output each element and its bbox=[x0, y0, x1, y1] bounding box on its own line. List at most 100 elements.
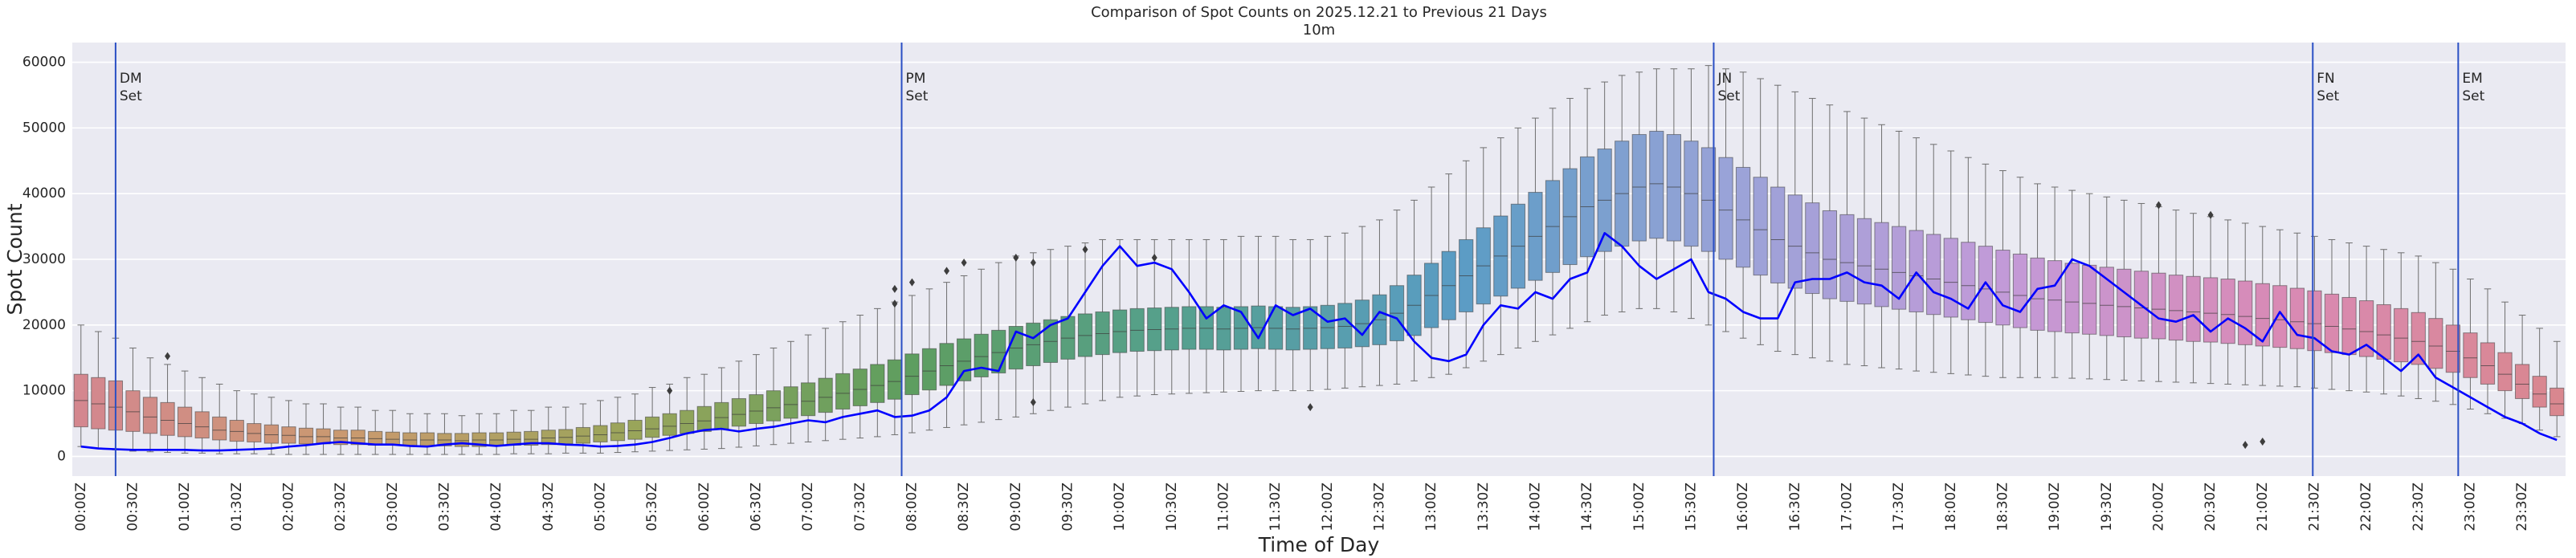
chart-subtitle: 10m bbox=[1303, 22, 1335, 39]
box bbox=[1978, 246, 1994, 324]
x-tick-label: 00:00Z bbox=[73, 483, 89, 532]
box bbox=[1735, 166, 1751, 268]
x-tick-label: 03:00Z bbox=[385, 483, 401, 532]
outlier bbox=[2207, 210, 2214, 219]
box bbox=[644, 416, 660, 438]
x-tick-label: 12:00Z bbox=[1320, 483, 1336, 532]
box bbox=[212, 416, 227, 441]
box bbox=[2497, 352, 2513, 392]
box bbox=[2099, 267, 2114, 336]
box bbox=[2220, 279, 2235, 344]
event-label: FN bbox=[2317, 71, 2335, 87]
box bbox=[1770, 186, 1786, 283]
outlier bbox=[908, 278, 915, 287]
box bbox=[1666, 134, 1682, 242]
box bbox=[783, 386, 798, 419]
box bbox=[2532, 376, 2547, 408]
outlier bbox=[944, 267, 950, 275]
x-tick-label: 22:30Z bbox=[2411, 483, 2427, 532]
box bbox=[2151, 272, 2166, 340]
outlier bbox=[1030, 397, 1036, 406]
box bbox=[541, 430, 556, 446]
x-tick-label: 02:30Z bbox=[333, 483, 349, 532]
box bbox=[1961, 242, 1976, 320]
box bbox=[2358, 300, 2374, 357]
event-label: Set bbox=[2462, 88, 2484, 104]
x-tick-label: 08:30Z bbox=[956, 483, 972, 532]
box bbox=[333, 430, 349, 446]
box bbox=[2082, 264, 2097, 335]
outlier bbox=[1151, 253, 1157, 262]
box bbox=[194, 411, 210, 439]
box bbox=[524, 430, 539, 446]
x-tick-label: 20:00Z bbox=[2150, 483, 2166, 532]
x-tick-label: 06:00Z bbox=[696, 483, 712, 532]
x-tick-label: 19:30Z bbox=[2099, 483, 2115, 532]
box bbox=[229, 419, 244, 442]
box bbox=[558, 429, 574, 445]
box bbox=[991, 329, 1006, 374]
box bbox=[1995, 250, 2011, 326]
x-axis-label: Time of Day bbox=[1258, 533, 1380, 556]
outlier bbox=[2155, 201, 2162, 210]
chart-title: Comparison of Spot Counts on 2025.12.21 … bbox=[1091, 4, 1547, 21]
box bbox=[731, 397, 747, 427]
x-tick-label: 20:30Z bbox=[2202, 483, 2219, 532]
outlier bbox=[1082, 245, 1088, 254]
x-tick-label: 00:30Z bbox=[125, 483, 141, 532]
box bbox=[1337, 303, 1353, 348]
box bbox=[1787, 194, 1802, 289]
x-tick-label: 09:30Z bbox=[1059, 483, 1076, 532]
x-tick-label: 13:30Z bbox=[1476, 483, 1492, 532]
x-tick-label: 14:00Z bbox=[1527, 483, 1543, 532]
x-tick-label: 09:00Z bbox=[1008, 483, 1024, 532]
x-tick-label: 14:30Z bbox=[1579, 483, 1595, 532]
x-tick-label: 01:00Z bbox=[177, 483, 193, 532]
y-tick-label: 40000 bbox=[22, 185, 66, 202]
box bbox=[662, 413, 677, 436]
outlier bbox=[667, 386, 673, 395]
box bbox=[2514, 364, 2530, 399]
box bbox=[2168, 275, 2184, 341]
box bbox=[2463, 332, 2478, 378]
x-tick-label: 21:00Z bbox=[2255, 483, 2271, 532]
box bbox=[2307, 290, 2322, 352]
x-tick-label: 05:00Z bbox=[592, 483, 608, 532]
y-tick-label: 20000 bbox=[22, 317, 66, 333]
box bbox=[125, 390, 141, 432]
x-tick-label: 03:30Z bbox=[436, 483, 452, 532]
box bbox=[680, 409, 695, 434]
box bbox=[800, 382, 816, 417]
box bbox=[1631, 134, 1647, 242]
box bbox=[1753, 177, 1768, 276]
box bbox=[263, 424, 280, 444]
y-tick-label: 0 bbox=[57, 448, 66, 464]
event-label: JN bbox=[1717, 71, 1732, 87]
box bbox=[1943, 238, 1958, 318]
outlier bbox=[1013, 253, 1019, 262]
box bbox=[1891, 226, 1907, 310]
x-tick-label: 21:30Z bbox=[2306, 483, 2322, 532]
event-label: Set bbox=[906, 88, 929, 104]
x-tick-label: 23:00Z bbox=[2462, 483, 2478, 532]
box bbox=[2030, 257, 2045, 331]
box bbox=[1909, 230, 1924, 312]
box bbox=[177, 406, 193, 438]
box bbox=[1320, 304, 1335, 349]
box bbox=[1926, 234, 1941, 316]
x-tick-label: 17:30Z bbox=[1891, 483, 1907, 532]
box bbox=[714, 401, 729, 430]
box bbox=[2341, 296, 2357, 356]
box bbox=[2012, 253, 2028, 328]
event-label: PM bbox=[906, 71, 926, 87]
x-tick-label: 19:00Z bbox=[2047, 483, 2063, 532]
box bbox=[385, 431, 400, 446]
event-label: Set bbox=[2317, 88, 2339, 104]
box bbox=[2255, 283, 2270, 347]
x-tick-label: 23:30Z bbox=[2514, 483, 2530, 532]
box bbox=[91, 377, 106, 430]
event-label: DM bbox=[120, 71, 142, 87]
box bbox=[887, 359, 903, 400]
event-label: Set bbox=[1717, 88, 1740, 104]
box bbox=[627, 419, 643, 440]
